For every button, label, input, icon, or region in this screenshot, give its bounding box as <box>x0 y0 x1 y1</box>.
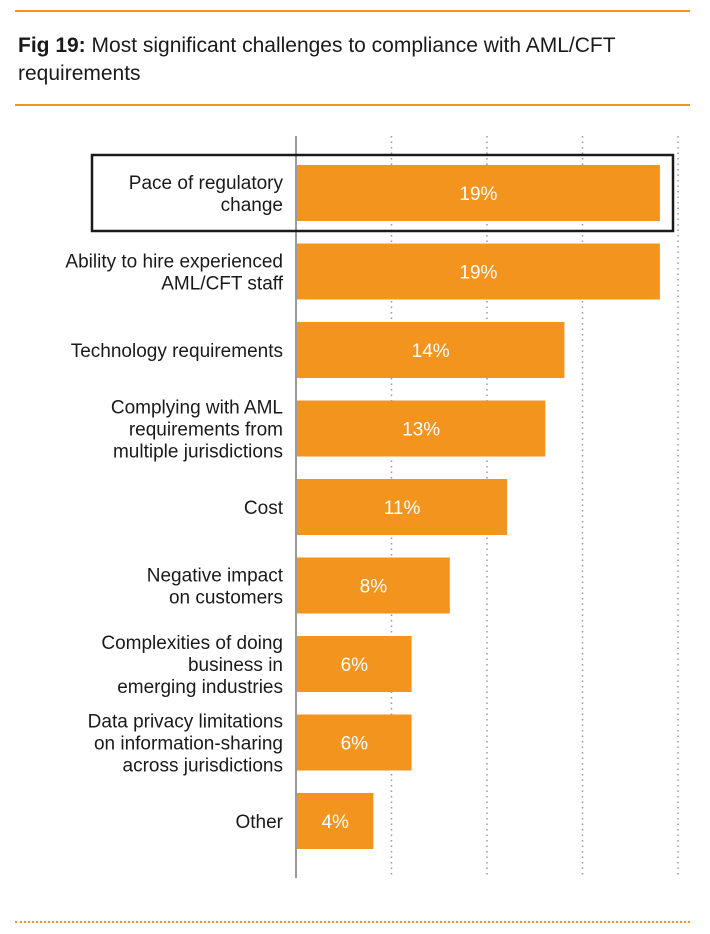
value-label-7: 6% <box>341 655 369 676</box>
bar-4 <box>297 400 546 457</box>
category-label-1-line-2: change <box>221 195 283 216</box>
category-label-4-line-2: requirements from <box>129 420 283 441</box>
bar-1 <box>297 165 660 221</box>
category-label-5: Cost <box>244 498 284 519</box>
category-label-7-line-1: Complexities of doing <box>101 633 283 654</box>
bar-6 <box>297 557 450 614</box>
value-label-4: 13% <box>402 420 440 441</box>
value-label-5: 11% <box>384 498 421 519</box>
category-label-1-line-1: Pace of regulatory <box>129 173 284 194</box>
category-label-6-line-1: Negative impact <box>147 566 284 587</box>
value-label-8: 6% <box>341 734 369 755</box>
title-text: Most significant challenges to complianc… <box>18 34 616 85</box>
value-label-1: 19% <box>459 184 497 205</box>
category-label-9: Other <box>235 812 283 833</box>
category-label-2-line-1: Ability to hire experienced <box>65 252 283 273</box>
category-label-4-line-3: multiple jurisdictions <box>113 442 283 463</box>
category-label-8-line-2: on information-sharing <box>94 734 283 755</box>
highlight-box <box>90 153 675 233</box>
figure-number: Fig 19: <box>18 34 86 57</box>
category-label-7-line-3: emerging industries <box>117 677 283 698</box>
bar-3 <box>297 322 565 378</box>
category-label-7-line-2: business in <box>188 655 283 676</box>
top-rule <box>15 10 690 12</box>
chart-title: Fig 19: Most significant challenges to c… <box>18 32 678 88</box>
category-label-6-line-2: on customers <box>169 588 283 609</box>
bottom-dotted-rule <box>15 921 690 923</box>
bar-5 <box>297 479 508 535</box>
value-label-3: 14% <box>412 341 450 362</box>
value-label-9: 4% <box>321 812 349 833</box>
category-label-3: Technology requirements <box>71 341 283 362</box>
bar-8 <box>297 714 412 771</box>
category-label-2-line-2: AML/CFT staff <box>161 274 283 295</box>
value-label-2: 19% <box>459 263 497 284</box>
value-label-6: 8% <box>360 577 388 598</box>
bar-9 <box>297 793 374 849</box>
bar-7 <box>297 636 412 692</box>
category-label-4-line-1: Complying with AML <box>111 398 283 419</box>
bar-2 <box>297 243 660 300</box>
category-label-8-line-3: across jurisdictions <box>123 756 284 777</box>
category-label-8-line-1: Data privacy limitations <box>88 712 283 733</box>
title-divider <box>15 104 690 106</box>
